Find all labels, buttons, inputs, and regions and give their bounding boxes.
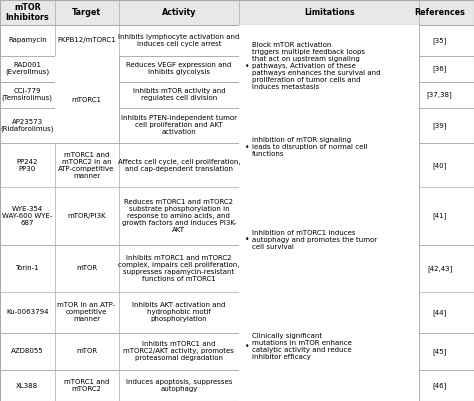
- Text: XL388: XL388: [16, 383, 38, 389]
- Text: Torin-1: Torin-1: [16, 265, 39, 271]
- Text: Reduces VEGF expression and
inhibits glycolysis: Reduces VEGF expression and inhibits gly…: [126, 62, 232, 75]
- Text: Inhibits mTORC1 and mTORC2
complex, impairs cell proliferation,
suppresses rapam: Inhibits mTORC1 and mTORC2 complex, impa…: [118, 255, 240, 282]
- Text: mTORC1 and
mTORC2 in an
ATP-competitive
manner: mTORC1 and mTORC2 in an ATP-competitive …: [58, 152, 115, 179]
- Text: [46]: [46]: [432, 382, 447, 389]
- Text: mTOR/PI3K: mTOR/PI3K: [67, 213, 106, 219]
- Text: Activity: Activity: [162, 8, 196, 17]
- Text: mTORC1: mTORC1: [72, 97, 101, 103]
- Bar: [239, 292, 419, 401]
- Bar: [55, 56, 118, 144]
- Text: mTOR: mTOR: [76, 348, 97, 354]
- Text: •: •: [245, 342, 249, 351]
- Text: Ku-0063794: Ku-0063794: [6, 309, 48, 315]
- Text: RAD001
(Everolimus): RAD001 (Everolimus): [5, 62, 49, 75]
- Text: [36]: [36]: [432, 65, 447, 72]
- Bar: [239, 107, 419, 187]
- Text: WYE-354
WAY-600 WYE-
687: WYE-354 WAY-600 WYE- 687: [2, 206, 53, 226]
- Text: Inhibition of mTOR signaling
leads to disruption of normal cell
functions: Inhibition of mTOR signaling leads to di…: [252, 138, 367, 158]
- Text: •: •: [245, 235, 249, 244]
- Text: Target: Target: [72, 8, 101, 17]
- Text: •: •: [245, 143, 249, 152]
- Text: AP23573
(Ridaforolimus): AP23573 (Ridaforolimus): [0, 119, 54, 132]
- Text: Inhibition of mTORC1 induces
autophagy and promotes the tumor
cell survival: Inhibition of mTORC1 induces autophagy a…: [252, 230, 377, 249]
- Text: [41]: [41]: [432, 213, 447, 219]
- Text: Affects cell cycle, cell proliferation,
and cap-dependent translation: Affects cell cycle, cell proliferation, …: [118, 159, 240, 172]
- Bar: [0, 0, 474, 25]
- Text: Reduces mTORC1 and mTORC2
substrate phosphorylation in
response to amino acids, : Reduces mTORC1 and mTORC2 substrate phos…: [122, 199, 236, 233]
- Text: References: References: [414, 8, 465, 17]
- Text: [37,38]: [37,38]: [427, 91, 453, 98]
- Text: AZD8055: AZD8055: [11, 348, 44, 354]
- Text: Inhibits AKT activation and
hydrophobic motif
phosphorylation: Inhibits AKT activation and hydrophobic …: [132, 302, 226, 322]
- Text: FKPB12/mTORC1: FKPB12/mTORC1: [57, 37, 116, 43]
- Text: PP242
PP30: PP242 PP30: [17, 159, 38, 172]
- Text: [40]: [40]: [432, 162, 447, 169]
- Text: [39]: [39]: [432, 122, 447, 129]
- Text: Inhibits mTOR activity and
regulates cell division: Inhibits mTOR activity and regulates cel…: [133, 88, 225, 101]
- Text: CCI-779
(Temsirolimus): CCI-779 (Temsirolimus): [2, 88, 53, 101]
- Text: •: •: [245, 62, 249, 71]
- Text: [44]: [44]: [432, 309, 447, 316]
- Text: mTORC1 and
mTORC2: mTORC1 and mTORC2: [64, 379, 109, 392]
- Text: Limitations: Limitations: [304, 8, 355, 17]
- Text: Block mTOR activation
triggers multiple feedback loops
that act on upstream sign: Block mTOR activation triggers multiple …: [252, 42, 380, 90]
- Text: Inhibits PTEN-independent tumor
cell proliferation and AKT
activation: Inhibits PTEN-independent tumor cell pro…: [121, 115, 237, 136]
- Text: mTOR in an ATP-
competitive
manner: mTOR in an ATP- competitive manner: [57, 302, 116, 322]
- Text: mTOR: mTOR: [76, 265, 97, 271]
- Bar: [239, 187, 419, 292]
- Text: [35]: [35]: [432, 37, 447, 44]
- Text: Inhibits lymphocyte activation and
induces cell cycle arrest: Inhibits lymphocyte activation and induc…: [118, 34, 240, 47]
- Bar: [239, 25, 419, 107]
- Text: Rapamycin: Rapamycin: [8, 37, 46, 43]
- Text: Clinically significant
mutations in mTOR enhance
catalytic activity and reduce
i: Clinically significant mutations in mTOR…: [252, 333, 352, 360]
- Text: [42,43]: [42,43]: [427, 265, 452, 271]
- Text: [45]: [45]: [432, 348, 447, 355]
- Text: Induces apoptosis, suppresses
autophagy: Induces apoptosis, suppresses autophagy: [126, 379, 232, 392]
- Text: Inhibits mTORC1 and
mTORC2/AKT activity, promotes
proteasomal degradation: Inhibits mTORC1 and mTORC2/AKT activity,…: [124, 341, 234, 361]
- Text: mTOR
Inhibitors: mTOR Inhibitors: [5, 3, 49, 22]
